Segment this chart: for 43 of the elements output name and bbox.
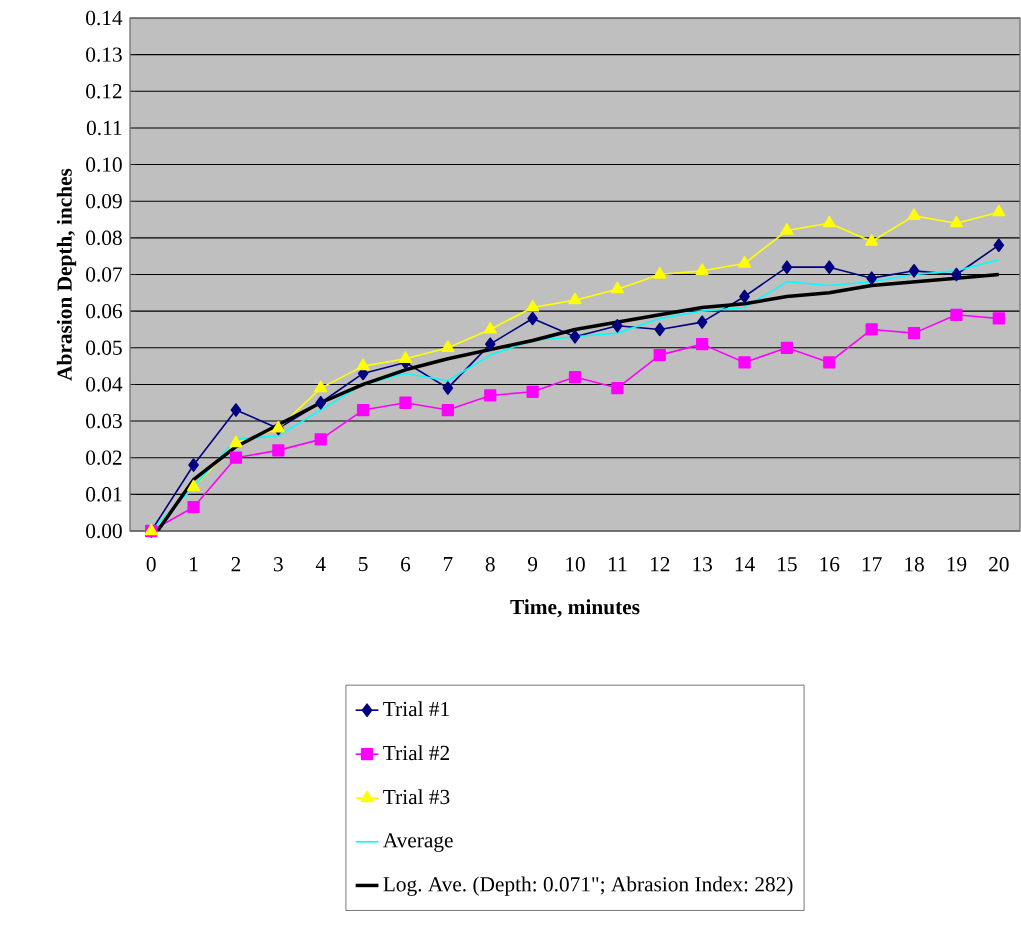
x-tick-label: 14 — [735, 557, 755, 572]
y-tick-label: 0.14 — [86, 10, 123, 26]
x-tick-label: 0 — [146, 557, 156, 572]
y-tick-label: 0.10 — [86, 157, 122, 172]
y-tick-label: 0.13 — [86, 47, 122, 62]
x-tick-label: 2 — [231, 557, 241, 572]
x-tick-label: 3 — [274, 557, 283, 572]
x-tick-label: 5 — [359, 557, 368, 572]
x-tick-label: 16 — [820, 557, 840, 572]
x-axis-title: Time, minutes — [510, 599, 640, 618]
x-tick-label: 13 — [693, 557, 712, 572]
x-tick-label: 18 — [905, 557, 924, 572]
legend-label: Average — [383, 833, 453, 852]
x-tick-label: 8 — [485, 557, 495, 572]
x-tick-label: 20 — [989, 557, 1009, 572]
x-tick-label: 11 — [609, 557, 627, 572]
x-tick-label: 15 — [778, 557, 797, 572]
x-tick-label: 4 — [315, 557, 326, 572]
legend-label: Trial #2 — [383, 745, 450, 761]
y-tick-label: 0.11 — [86, 120, 122, 136]
x-tick-label: 9 — [527, 557, 538, 572]
y-tick-label: 0.06 — [86, 303, 122, 319]
legend-label: Log. Ave. (Depth: 0.071"; Abrasion Index: 282) — [383, 876, 793, 896]
x-tick-label: 10 — [566, 557, 585, 572]
x-tick-label: 12 — [650, 557, 670, 572]
y-axis-title: Abrasion Depth, inches — [56, 168, 77, 381]
y-tick-label: 0.12 — [86, 84, 122, 99]
y-tick-label: 0.00 — [86, 523, 122, 539]
x-tick-label: 7 — [443, 557, 453, 572]
legend-label: Trial #3 — [383, 789, 450, 805]
y-tick-label: 0.04 — [86, 377, 123, 392]
y-tick-label: 0.09 — [86, 193, 122, 209]
x-tick-label: 6 — [401, 557, 411, 572]
x-tick-label: 17 — [862, 557, 882, 572]
x-tick-label: 1 — [190, 557, 198, 572]
y-tick-label: 0.03 — [86, 413, 122, 429]
legend-label: Trial #1 — [383, 701, 449, 717]
y-tick-label: 0.01 — [86, 487, 122, 502]
y-tick-label: 0.07 — [86, 267, 123, 282]
y-tick-label: 0.02 — [86, 450, 122, 465]
x-tick-label: 19 — [947, 557, 967, 572]
y-tick-label: 0.05 — [86, 340, 122, 356]
y-tick-label: 0.08 — [86, 230, 122, 246]
